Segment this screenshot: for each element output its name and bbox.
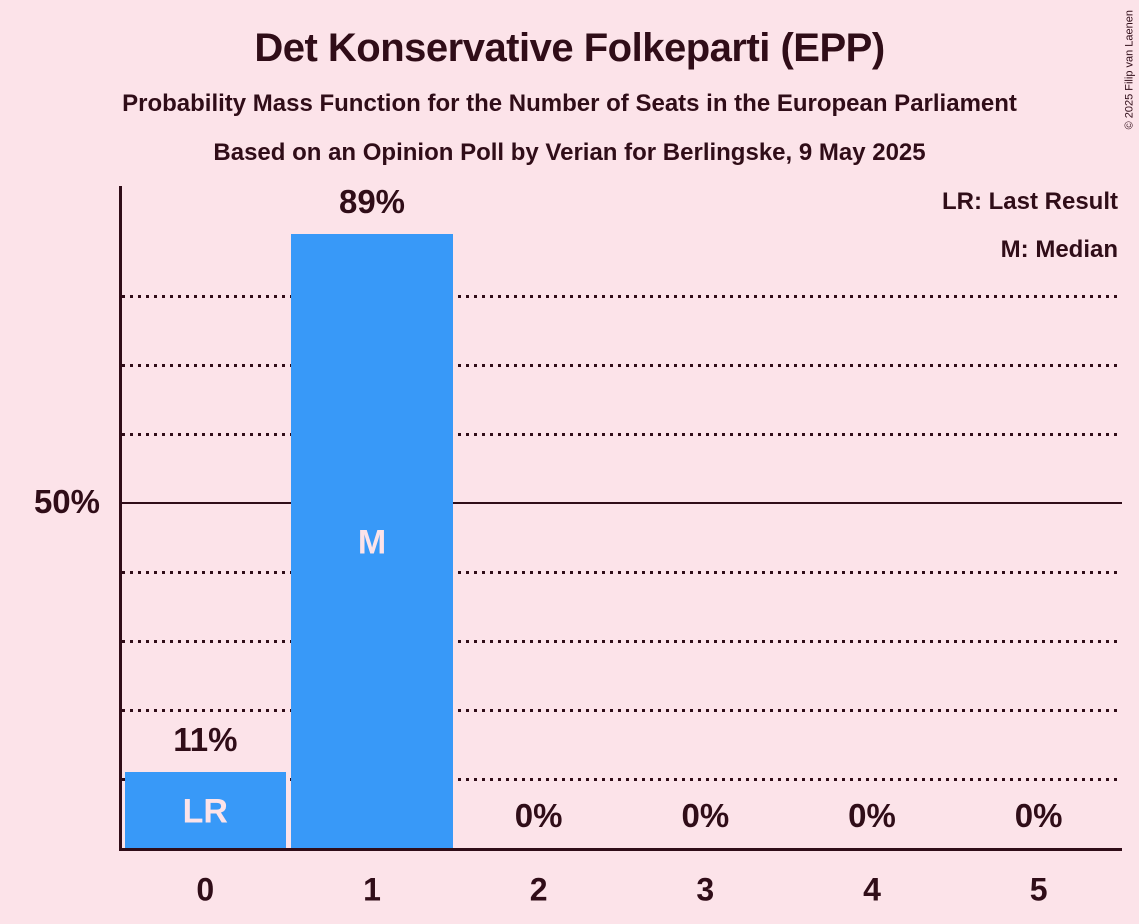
x-tick-label-4: 4 — [863, 871, 881, 908]
x-tick-label-5: 5 — [1029, 871, 1048, 908]
bar-value-label-5: 0% — [1014, 797, 1063, 834]
chart-subtitle: Probability Mass Function for the Number… — [122, 90, 1017, 117]
gridline-dotted-20pct — [122, 709, 1122, 712]
bar-value-label-1: 89% — [338, 182, 406, 220]
bar-seats-1 — [291, 233, 453, 848]
x-tick-label-1: 1 — [363, 871, 381, 908]
legend-last-result: LR: Last Result — [941, 188, 1118, 215]
y-axis-tick-label: 50% — [33, 483, 100, 521]
bar-value-label-2: 0% — [514, 797, 563, 834]
gridline-dotted-10pct — [122, 778, 1122, 781]
bar-inner-label-m: M — [357, 523, 387, 562]
gridline-dotted-80pct — [122, 295, 1122, 298]
bar-seats-0 — [124, 772, 287, 848]
copyright-notice: © 2025 Filip van Laenen — [1123, 10, 1135, 130]
gridline-dotted-30pct — [122, 640, 1122, 643]
bar-value-label-0: 11% — [173, 721, 238, 759]
x-tick-label-0: 0 — [196, 871, 215, 908]
gridline-dotted-60pct — [122, 433, 1122, 436]
bar-value-label-4: 0% — [848, 797, 896, 834]
plot-area: 11% LR 0 89% M 1 0% 2 0% 3 0% 4 0% 5 — [119, 182, 1122, 908]
chart-subtitle-source: Based on an Opinion Poll by Verian for B… — [213, 139, 926, 166]
bar-value-label-3: 0% — [681, 797, 730, 834]
bar-inner-label-lr: LR — [182, 792, 228, 831]
gridline-dotted-70pct — [122, 364, 1122, 367]
chart-title: Det Konservative Folkeparti (EPP) — [254, 26, 885, 70]
gridline-dotted-40pct — [122, 571, 1122, 574]
x-tick-label-2: 2 — [529, 871, 548, 908]
legend-median: M: Median — [1000, 236, 1118, 263]
x-tick-label-3: 3 — [696, 871, 715, 908]
gridline-solid-50pct — [122, 502, 1122, 504]
